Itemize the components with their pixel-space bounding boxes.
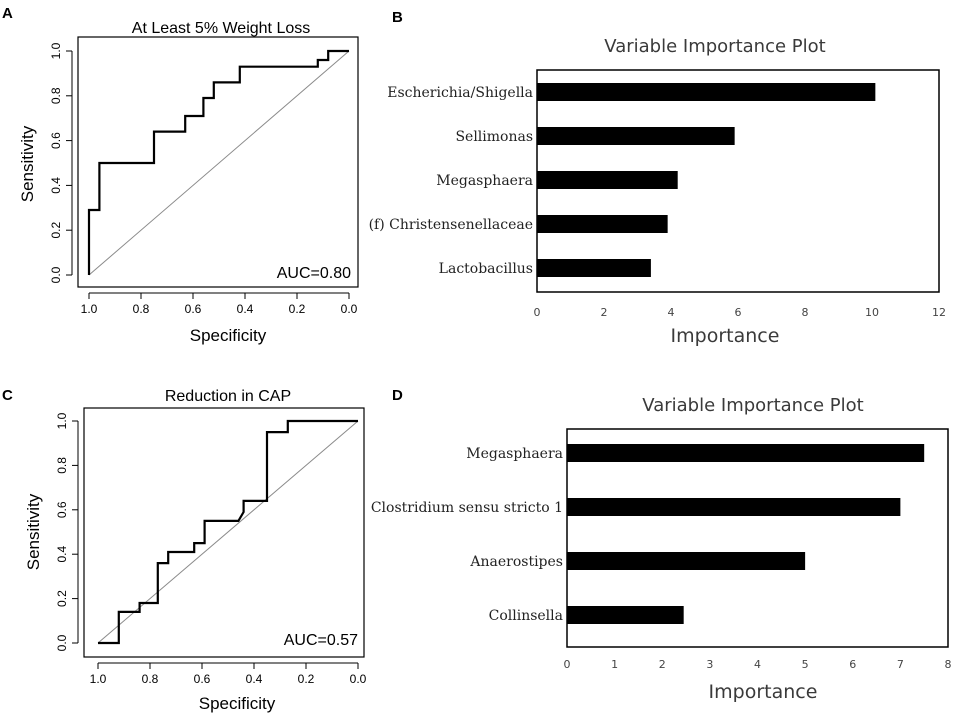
category-label: Collinsella	[489, 608, 563, 624]
x-tick-label: 3	[706, 658, 713, 671]
x-tick-label: 10	[865, 306, 879, 319]
x-tick-label: 8	[802, 306, 809, 319]
x-tick-label: 0	[534, 306, 541, 319]
x-tick-label: 2	[659, 658, 666, 671]
x-tick-label: 0.0	[341, 302, 358, 316]
y-tick-label: 0.8	[55, 457, 69, 474]
y-tick-label: 0.0	[55, 634, 69, 651]
x-axis-label: Importance	[709, 681, 818, 703]
x-tick-label: 5	[802, 658, 809, 671]
bar	[567, 444, 925, 462]
x-tick-label: 0.0	[350, 672, 367, 686]
x-tick-label: 1	[611, 658, 618, 671]
auc-annotation: AUC=0.80	[277, 265, 351, 282]
x-axis-label: Specificity	[199, 694, 276, 713]
x-axis-label: Specificity	[190, 326, 267, 345]
y-tick-label: 0.6	[49, 132, 63, 149]
panel-label-b: B	[392, 9, 403, 26]
chance-diagonal	[88, 50, 350, 276]
chance-diagonal	[97, 420, 359, 644]
category-label: Anaerostipes	[469, 554, 563, 570]
bar	[567, 606, 684, 624]
plot-frame	[566, 428, 949, 648]
bar	[537, 83, 876, 101]
x-tick-label: 0.8	[133, 302, 150, 316]
x-tick-label: 0.2	[289, 302, 306, 316]
x-tick-label: 7	[897, 658, 904, 671]
y-tick-label: 0.2	[49, 222, 63, 239]
plot-frame	[77, 36, 359, 288]
chart-title: Variable Importance Plot	[642, 395, 863, 416]
x-tick-label: 2	[601, 306, 608, 319]
category-label: Sellimonas	[455, 129, 533, 145]
x-tick-label: 0.8	[142, 672, 159, 686]
category-label: Clostridium sensu stricto 1	[371, 500, 563, 516]
y-tick-label: 1.0	[49, 42, 63, 59]
category-label: Escherichia/Shigella	[387, 85, 533, 101]
y-tick-label: 0.0	[49, 266, 63, 283]
y-tick-label: 0.2	[55, 590, 69, 607]
y-tick-label: 0.4	[49, 177, 63, 194]
chart-title: At Least 5% Weight Loss	[132, 20, 310, 37]
roc-chart-a: At Least 5% Weight Loss Specificity Sens…	[18, 20, 359, 345]
x-tick-label: 4	[754, 658, 761, 671]
y-tick-label: 0.8	[49, 87, 63, 104]
x-tick-label: 12	[932, 306, 946, 319]
x-tick-label: 0.6	[194, 672, 211, 686]
x-tick-label: 8	[945, 658, 952, 671]
bar	[537, 171, 678, 189]
y-axis-label: Sensitivity	[24, 493, 43, 570]
bar	[567, 498, 901, 516]
x-tick-label: 0	[564, 658, 571, 671]
importance-chart-b: Variable Importance Plot Importance Esch…	[369, 36, 946, 347]
bar	[537, 127, 735, 145]
roc-curve-line	[87, 49, 349, 275]
panel-label-d: D	[392, 387, 403, 404]
x-tick-label: 0.2	[298, 672, 315, 686]
x-tick-label: 6	[735, 306, 742, 319]
x-tick-label: 0.4	[246, 672, 263, 686]
auc-annotation: AUC=0.57	[284, 632, 358, 649]
roc-curve-line	[98, 419, 358, 645]
bar	[537, 215, 668, 233]
category-label: (f) Christensenellaceae	[369, 217, 533, 233]
plot-frame	[83, 407, 365, 658]
y-tick-label: 0.4	[55, 546, 69, 563]
roc-chart-c: Reduction in CAP Specificity Sensitivity…	[24, 388, 367, 713]
y-axis-label: Sensitivity	[18, 125, 37, 202]
panel-label-a: A	[2, 5, 13, 22]
x-tick-label: 1.0	[90, 672, 107, 686]
chart-title: Reduction in CAP	[165, 388, 291, 405]
category-label: Megasphaera	[436, 173, 533, 189]
x-tick-label: 1.0	[81, 302, 98, 316]
bar	[567, 552, 806, 570]
y-tick-label: 0.6	[55, 501, 69, 518]
category-label: Lactobacillus	[439, 261, 533, 277]
category-label: Megasphaera	[466, 446, 563, 462]
x-tick-label: 6	[849, 658, 856, 671]
chart-title: Variable Importance Plot	[604, 36, 825, 57]
panel-label-c: C	[2, 387, 13, 404]
x-axis-label: Importance	[671, 325, 780, 347]
x-tick-label: 4	[668, 306, 675, 319]
bar	[537, 259, 651, 277]
y-tick-label: 1.0	[55, 412, 69, 429]
importance-chart-d: Variable Importance Plot Importance Mega…	[371, 395, 952, 703]
x-tick-label: 0.4	[237, 302, 254, 316]
x-tick-label: 0.6	[185, 302, 202, 316]
